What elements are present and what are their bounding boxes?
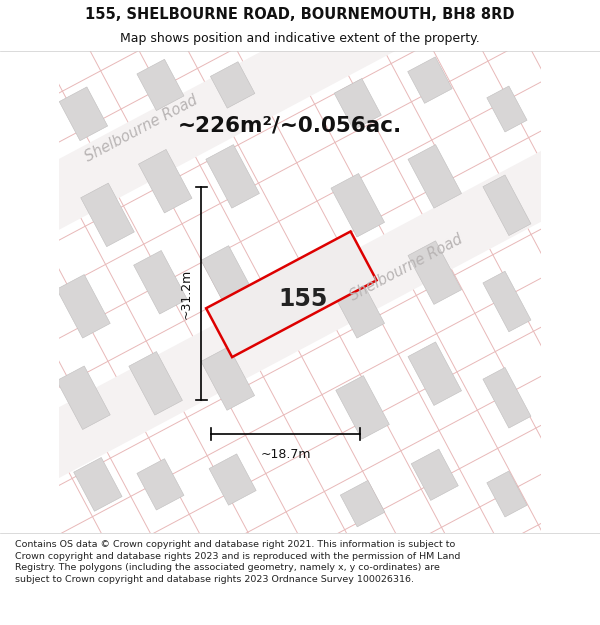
Text: Map shows position and indicative extent of the property.: Map shows position and indicative extent… [120, 32, 480, 45]
Polygon shape [483, 368, 531, 428]
Text: Shelbourne Road: Shelbourne Road [82, 92, 200, 164]
Polygon shape [340, 481, 385, 527]
Polygon shape [211, 62, 255, 108]
Polygon shape [407, 57, 452, 103]
Polygon shape [408, 144, 461, 208]
Polygon shape [483, 175, 531, 236]
Polygon shape [201, 347, 254, 410]
Polygon shape [411, 449, 458, 501]
Polygon shape [201, 246, 254, 309]
Polygon shape [74, 458, 122, 511]
Polygon shape [9, 28, 600, 489]
Polygon shape [408, 241, 461, 304]
Text: Shelbourne Road: Shelbourne Road [347, 232, 465, 304]
Polygon shape [487, 86, 527, 132]
Polygon shape [336, 376, 389, 439]
Polygon shape [139, 149, 192, 213]
Polygon shape [0, 0, 562, 369]
Polygon shape [334, 79, 382, 130]
Polygon shape [134, 251, 187, 314]
Text: ~31.2m: ~31.2m [179, 268, 193, 319]
Polygon shape [80, 183, 134, 247]
Polygon shape [137, 459, 184, 510]
Text: ~18.7m: ~18.7m [260, 448, 311, 461]
Polygon shape [331, 274, 385, 338]
Text: 155: 155 [278, 287, 328, 311]
Text: ~226m²/~0.056ac.: ~226m²/~0.056ac. [178, 116, 403, 136]
Polygon shape [209, 454, 256, 505]
Polygon shape [137, 59, 184, 111]
Polygon shape [56, 366, 110, 429]
Polygon shape [206, 231, 377, 357]
Polygon shape [56, 274, 110, 338]
Polygon shape [408, 342, 461, 406]
Polygon shape [483, 271, 531, 332]
Text: Contains OS data © Crown copyright and database right 2021. This information is : Contains OS data © Crown copyright and d… [15, 540, 460, 584]
Polygon shape [129, 351, 182, 415]
Polygon shape [59, 87, 107, 141]
Text: 155, SHELBOURNE ROAD, BOURNEMOUTH, BH8 8RD: 155, SHELBOURNE ROAD, BOURNEMOUTH, BH8 8… [85, 7, 515, 22]
Polygon shape [331, 174, 385, 237]
Polygon shape [206, 144, 259, 208]
Polygon shape [487, 471, 527, 517]
